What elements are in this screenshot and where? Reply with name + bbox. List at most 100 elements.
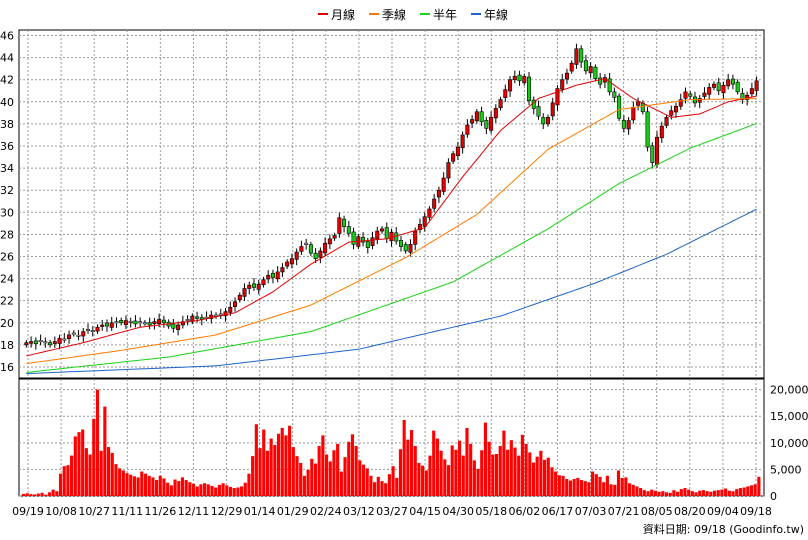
volume-bar bbox=[417, 463, 421, 496]
candle-body bbox=[261, 279, 266, 286]
volume-bar bbox=[369, 475, 373, 496]
volume-bar bbox=[609, 484, 613, 496]
volume-bar bbox=[631, 484, 635, 496]
volume-bar bbox=[280, 427, 284, 496]
legend-item-month: 月線 bbox=[318, 6, 355, 23]
x-tick-label: 01/14 bbox=[244, 505, 276, 518]
volume-bar bbox=[177, 481, 181, 496]
candle-body bbox=[413, 230, 418, 245]
volume-bar bbox=[657, 491, 661, 496]
candle-body bbox=[351, 231, 356, 245]
candle-body bbox=[299, 246, 304, 252]
candle-body bbox=[384, 227, 389, 240]
volume-bar bbox=[195, 486, 199, 496]
price-y-tick-label: 34 bbox=[0, 162, 14, 175]
candle-body bbox=[417, 224, 422, 231]
volume-bar bbox=[402, 419, 406, 496]
volume-bar bbox=[639, 488, 643, 496]
volume-bar bbox=[616, 470, 621, 496]
candle-body bbox=[436, 189, 441, 198]
candle-body bbox=[508, 79, 513, 92]
volume-bar bbox=[542, 459, 547, 496]
x-tick-label: 03/27 bbox=[376, 505, 408, 518]
candle-body bbox=[62, 338, 67, 341]
x-tick-label: 04/30 bbox=[442, 505, 474, 518]
candle-body bbox=[280, 267, 285, 273]
price-y-tick-label: 16 bbox=[0, 361, 14, 374]
volume-bar bbox=[550, 467, 554, 496]
price-y-tick-label: 24 bbox=[0, 273, 14, 286]
volume-bar bbox=[203, 483, 207, 496]
volume-bar bbox=[487, 441, 491, 496]
volume-y-tick-label: 10,000 bbox=[770, 437, 808, 450]
candle-body bbox=[104, 322, 109, 327]
volume-bar bbox=[25, 493, 29, 496]
candle-body bbox=[29, 341, 34, 344]
volume-bar bbox=[443, 459, 447, 496]
candle-body bbox=[237, 294, 242, 301]
volume-bar bbox=[22, 493, 26, 496]
price-y-tick-label: 20 bbox=[0, 317, 14, 330]
legend-swatch-quarter bbox=[369, 13, 380, 15]
volume-bar bbox=[262, 429, 266, 496]
candle-body bbox=[380, 228, 385, 232]
volume-bar bbox=[746, 486, 750, 496]
candle-body bbox=[323, 242, 328, 254]
candle-body bbox=[195, 316, 200, 319]
candle-body bbox=[67, 334, 72, 339]
volume-bar bbox=[432, 430, 436, 496]
volume-bar bbox=[336, 443, 340, 496]
volume-bar bbox=[44, 494, 48, 496]
candle-body bbox=[560, 79, 565, 90]
volume-bar bbox=[709, 491, 713, 496]
candle-body bbox=[455, 146, 460, 157]
candle-body bbox=[555, 88, 560, 106]
volume-bar bbox=[494, 453, 499, 496]
volume-bar bbox=[321, 435, 325, 496]
volume-bar bbox=[731, 491, 735, 496]
ma-month-line bbox=[26, 78, 757, 357]
volume-bar bbox=[288, 425, 292, 496]
volume-bar bbox=[661, 491, 665, 496]
volume-bar bbox=[66, 465, 70, 496]
volume-bar bbox=[199, 484, 203, 496]
candle-body bbox=[574, 48, 579, 65]
candle-body bbox=[631, 107, 636, 121]
candle-body bbox=[527, 76, 532, 102]
candle-body bbox=[128, 320, 133, 323]
volume-bar bbox=[428, 455, 432, 496]
volume-bar bbox=[554, 471, 558, 496]
candle-body bbox=[512, 76, 517, 81]
volume-bar bbox=[646, 491, 650, 496]
volume-bar bbox=[539, 450, 543, 496]
volume-bar bbox=[698, 490, 702, 496]
price-y-tick-label: 18 bbox=[0, 339, 14, 352]
volume-bar bbox=[77, 432, 81, 496]
volume-bar bbox=[668, 492, 672, 496]
volume-bar bbox=[184, 480, 188, 496]
volume-bar bbox=[757, 476, 761, 496]
candle-body bbox=[161, 319, 166, 324]
volume-bar bbox=[162, 478, 166, 496]
volume-bar bbox=[565, 478, 569, 496]
candle-body bbox=[285, 261, 290, 267]
candle-body bbox=[593, 66, 598, 79]
volume-bar bbox=[620, 477, 624, 496]
volume-bar bbox=[587, 482, 591, 496]
volume-bar bbox=[724, 488, 728, 496]
volume-bar bbox=[73, 436, 77, 496]
legend-label-year: 年線 bbox=[484, 7, 509, 22]
volume-bar bbox=[605, 475, 609, 496]
volume-bar bbox=[106, 447, 111, 496]
volume-bar bbox=[299, 463, 303, 496]
x-tick-label: 09/04 bbox=[707, 505, 739, 518]
volume-bar bbox=[81, 429, 85, 496]
price-y-tick-label: 44 bbox=[0, 52, 14, 65]
volume-bar bbox=[535, 456, 539, 496]
candle-body bbox=[242, 288, 247, 297]
x-tick-label: 07/21 bbox=[608, 505, 640, 518]
candle-body bbox=[251, 283, 256, 288]
volume-bar bbox=[240, 486, 244, 496]
volume-bar bbox=[306, 469, 310, 496]
volume-bar bbox=[92, 418, 96, 496]
